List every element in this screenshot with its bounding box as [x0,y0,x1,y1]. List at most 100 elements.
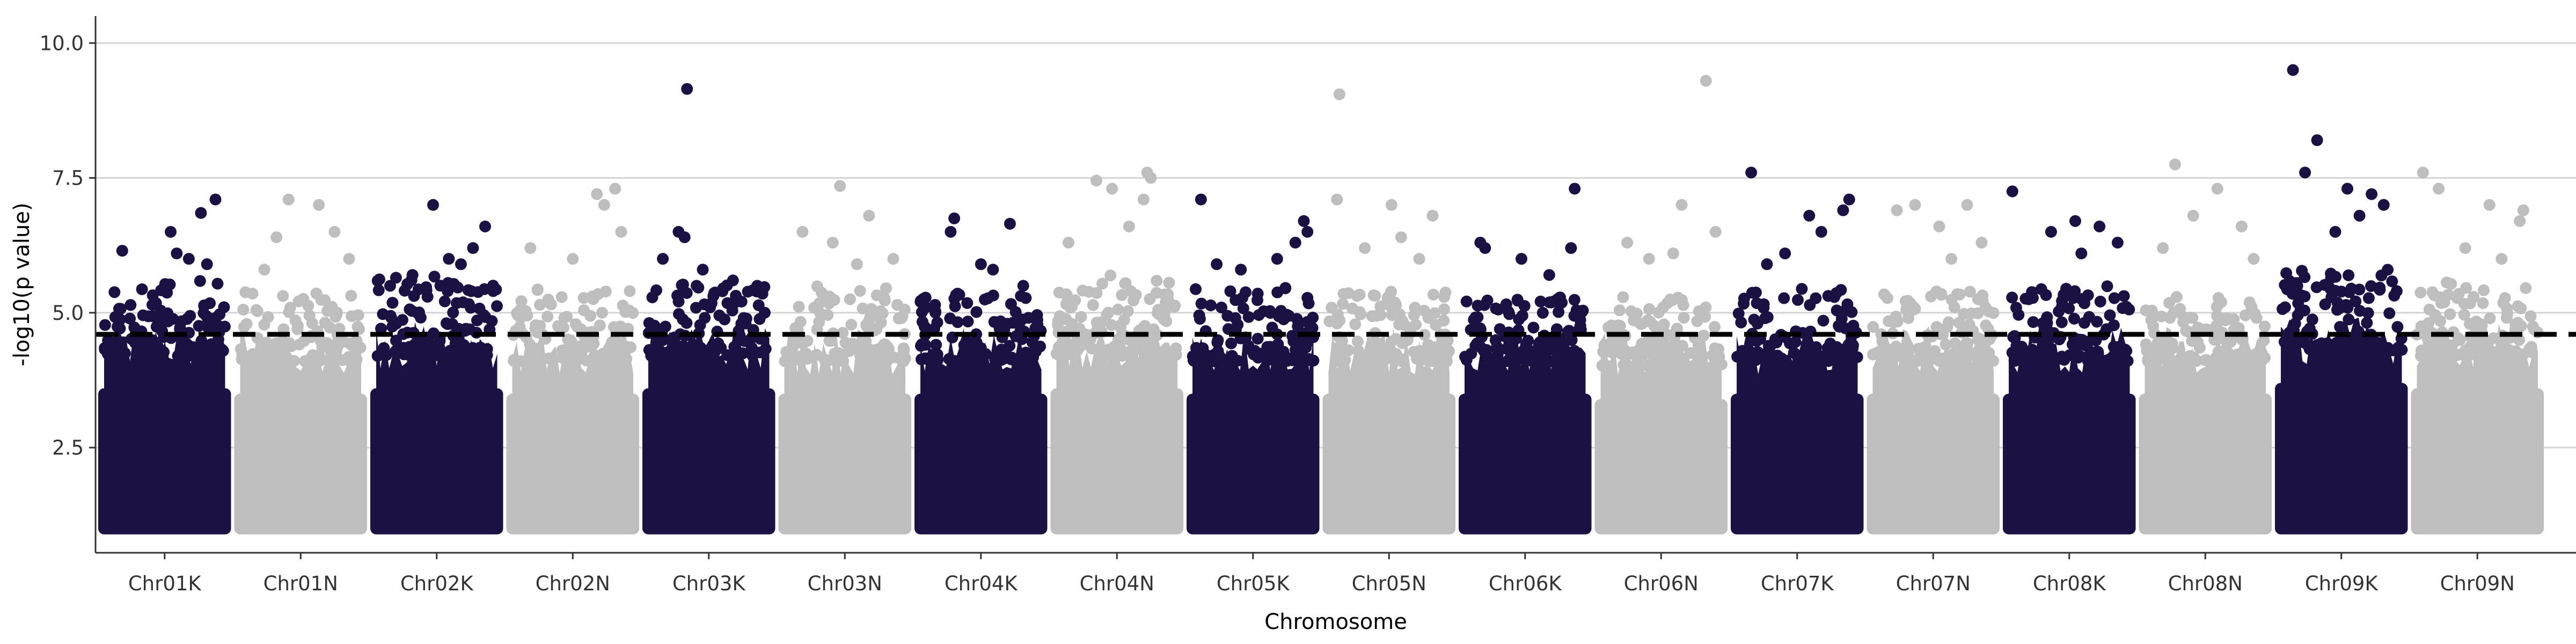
top-snp-point [313,199,325,211]
dense-points-edge [1192,331,1314,529]
snp-point [2468,291,2480,303]
top-snp-point [1063,237,1074,249]
snp-point [2516,349,2529,361]
snp-point [1527,321,1540,334]
top-snp-point [2496,253,2508,265]
snp-point [1118,314,1130,326]
snp-point [1641,342,1653,354]
snp-point [705,297,718,309]
snp-point [1418,304,1430,317]
snp-point [2108,292,2120,304]
snp-point [164,279,176,291]
snp-point [2330,345,2343,356]
dense-points-edge [648,323,770,529]
snp-point [2170,291,2183,303]
chromosome-Chr08K [2003,185,2136,535]
snp-point [2182,354,2194,366]
top-snp-point [975,258,987,270]
top-snp-point [2006,185,2018,197]
snp-point [1150,349,1162,362]
snp-point [1021,353,1034,365]
snp-point [1987,355,2000,367]
snp-point [1614,320,1626,332]
snp-point [2258,320,2271,333]
snp-point [1878,288,1890,301]
snp-point [1503,306,1514,318]
snp-point [2007,331,2019,343]
snp-point [130,349,143,362]
snp-point [237,304,250,316]
snp-point [2215,351,2227,363]
snp-point [930,306,941,319]
snp-point [1831,341,1843,353]
dense-points-edge [376,322,497,529]
snp-point [1901,340,1914,352]
snp-point [979,294,991,306]
snp-point [452,323,465,335]
snp-point [1750,287,1762,298]
snp-point [1190,342,1202,354]
snp-point [1792,294,1804,306]
dense-points-edge [2281,317,2402,529]
snp-point [147,289,159,302]
snp-point [155,313,167,325]
snp-point [125,299,137,311]
snp-point [386,297,399,309]
snp-point [1543,338,1556,350]
snp-point [1847,339,1859,352]
top-snp-point [751,280,763,292]
snp-point [310,287,323,299]
top-snp-point [1815,226,1827,238]
snp-point [624,285,636,297]
snp-point [1237,302,1249,314]
snp-point [645,349,657,362]
snp-point [2082,289,2094,302]
snp-point [2041,311,2053,323]
snp-point [478,309,490,321]
x-tick-label: Chr09N [2440,572,2515,595]
snp-point [1666,294,1679,306]
snp-point [1075,311,1087,323]
top-snp-point [591,188,603,200]
snp-point [1709,342,1721,354]
snp-point [193,320,205,332]
snp-point [321,336,333,349]
snp-point [2354,305,2366,317]
snp-point [1635,318,1647,330]
snp-point [1953,317,1965,329]
dense-points-edge [920,328,1042,529]
snp-point [1929,353,1941,365]
snp-point [1301,291,1314,304]
snp-point [1762,340,1775,352]
snp-point [1831,287,1842,299]
snp-point [2386,275,2398,288]
snp-point [1334,314,1346,327]
snp-point [2027,316,2039,328]
snp-point [757,346,769,358]
snp-point [753,313,766,325]
snp-point [1821,342,1834,354]
snp-point [1364,348,1377,360]
top-snp-point [2287,64,2299,76]
snp-point [1212,345,1224,357]
snp-point [2067,292,2079,304]
top-snp-point [1779,247,1791,260]
snp-point [2258,334,2270,347]
snp-point [1211,336,1224,348]
top-snp-point [467,242,479,254]
snp-point [1570,304,1583,317]
snp-point [1116,289,1128,301]
snp-point [375,323,387,335]
snp-point [2333,302,2346,314]
top-snp-point [2187,209,2199,222]
snp-point [1001,318,1013,330]
y-tick-label: 10.0 [40,32,84,55]
snp-point [246,288,259,300]
snp-point [1883,350,1895,362]
snp-point [1286,330,1298,342]
x-tick-label: Chr01N [264,572,338,595]
snp-point [2454,334,2466,346]
snp-point [2106,351,2119,363]
snp-point [1190,283,1202,295]
